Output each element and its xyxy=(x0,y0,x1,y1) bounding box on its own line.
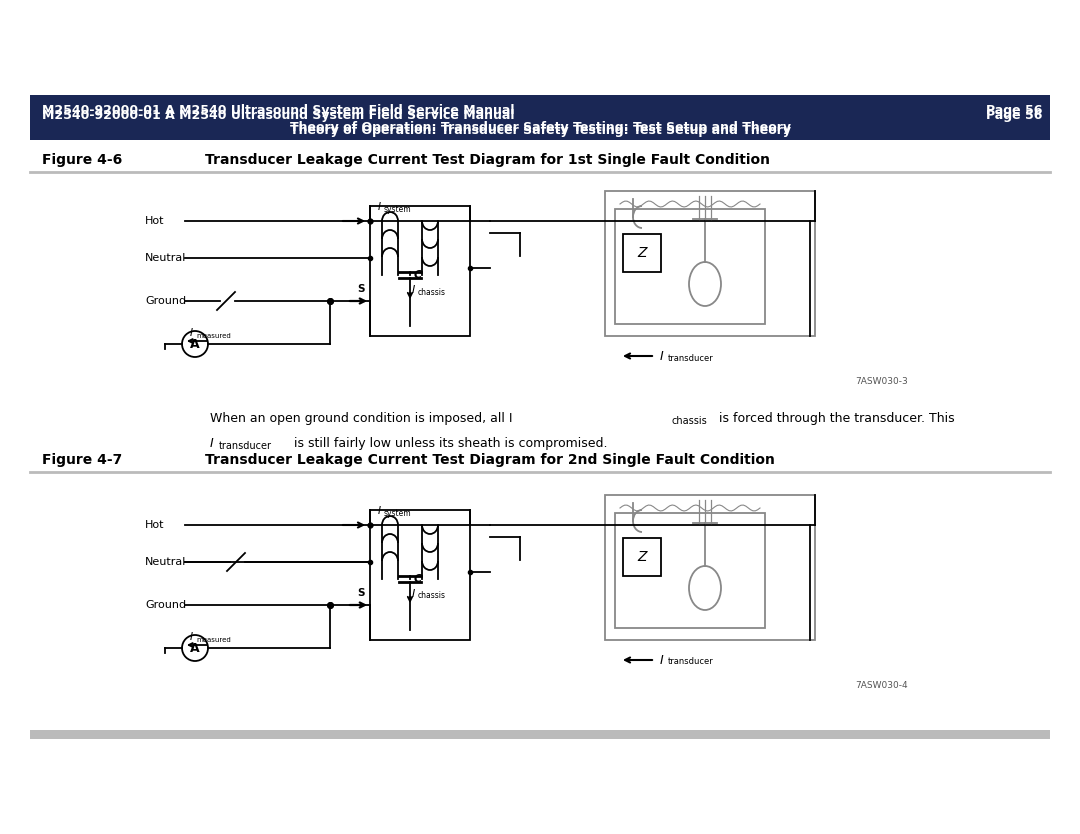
Bar xyxy=(370,510,470,640)
Text: system: system xyxy=(384,205,411,214)
Text: Page 56: Page 56 xyxy=(986,104,1042,118)
Text: I: I xyxy=(210,436,214,450)
Text: Figure 4-6: Figure 4-6 xyxy=(42,153,122,167)
Text: system: system xyxy=(384,509,411,518)
Bar xyxy=(30,730,1050,739)
Text: Z: Z xyxy=(637,550,647,564)
Text: I: I xyxy=(660,349,664,363)
Text: 7ASW030-3: 7ASW030-3 xyxy=(855,377,908,386)
Bar xyxy=(605,495,815,640)
Text: Theory of Operation: Transducer Safety Testing: Test Setup and Theory: Theory of Operation: Transducer Safety T… xyxy=(289,123,791,137)
Text: Page 56: Page 56 xyxy=(986,108,1042,122)
Text: I: I xyxy=(378,202,381,212)
Bar xyxy=(623,234,661,272)
Text: Theory of Operation: Transducer Safety Testing: Test Setup and Theory: Theory of Operation: Transducer Safety T… xyxy=(289,121,791,134)
Text: measured: measured xyxy=(195,637,231,643)
Text: I: I xyxy=(411,589,415,599)
Text: C: C xyxy=(414,574,422,584)
Bar xyxy=(615,209,765,324)
Text: I: I xyxy=(378,506,381,516)
Text: Hot: Hot xyxy=(145,520,164,530)
Text: 7ASW030-4: 7ASW030-4 xyxy=(855,681,907,690)
Text: transducer: transducer xyxy=(219,441,272,451)
Text: chassis: chassis xyxy=(418,288,446,297)
Text: measured: measured xyxy=(195,333,231,339)
Text: S: S xyxy=(357,588,365,598)
Bar xyxy=(370,206,470,336)
Text: Ground: Ground xyxy=(145,296,186,306)
Text: is still fairly low unless its sheath is compromised.: is still fairly low unless its sheath is… xyxy=(291,436,607,450)
Text: Neutral: Neutral xyxy=(145,557,187,567)
Text: Neutral: Neutral xyxy=(145,253,187,263)
Text: Figure 4-7: Figure 4-7 xyxy=(42,453,122,467)
Text: A: A xyxy=(190,338,200,350)
Text: chassis: chassis xyxy=(672,416,707,426)
Text: Transducer Leakage Current Test Diagram for 1st Single Fault Condition: Transducer Leakage Current Test Diagram … xyxy=(205,153,770,167)
Text: M2540-92000-01 A M2540 Ultrasound System Field Service Manual: M2540-92000-01 A M2540 Ultrasound System… xyxy=(42,104,514,118)
Text: Ground: Ground xyxy=(145,600,186,610)
Text: I: I xyxy=(411,285,415,295)
Bar xyxy=(605,191,815,336)
Text: When an open ground condition is imposed, all I: When an open ground condition is imposed… xyxy=(210,411,513,425)
Text: Transducer Leakage Current Test Diagram for 2nd Single Fault Condition: Transducer Leakage Current Test Diagram … xyxy=(205,453,774,467)
Text: I: I xyxy=(190,328,193,338)
Circle shape xyxy=(183,331,208,357)
Text: Hot: Hot xyxy=(145,216,164,226)
Bar xyxy=(30,95,1050,140)
Text: A: A xyxy=(190,641,200,655)
Circle shape xyxy=(183,635,208,661)
Text: I: I xyxy=(190,632,193,642)
Bar xyxy=(30,95,1050,140)
Text: transducer: transducer xyxy=(669,354,714,363)
Text: C: C xyxy=(414,270,422,280)
Text: S: S xyxy=(357,284,365,294)
Text: I: I xyxy=(660,654,664,666)
Text: M2540-92000-01 A M2540 Ultrasound System Field Service Manual: M2540-92000-01 A M2540 Ultrasound System… xyxy=(42,108,514,122)
Bar xyxy=(623,538,661,576)
Bar xyxy=(615,513,765,628)
Text: Z: Z xyxy=(637,246,647,260)
Text: is forced through the transducer. This: is forced through the transducer. This xyxy=(715,411,955,425)
Text: chassis: chassis xyxy=(418,591,446,600)
Text: transducer: transducer xyxy=(669,657,714,666)
